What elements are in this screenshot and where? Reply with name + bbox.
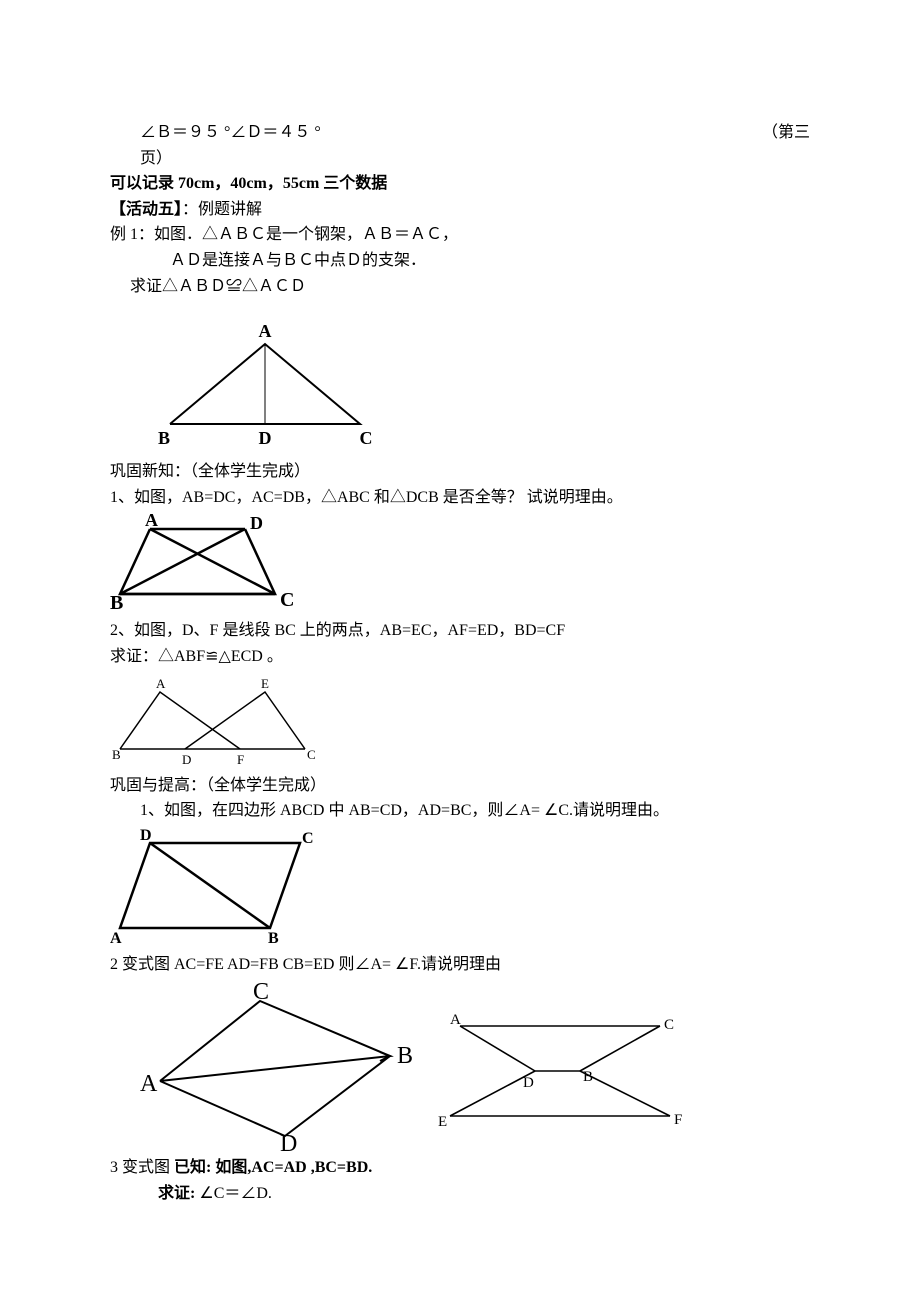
fig3-F: F	[237, 752, 244, 767]
consolidate-q1: 1、如图，AB=DC，AC=DB，△ABC 和△DCB 是否全等？ 试说明理由。	[110, 485, 810, 511]
angles-text: ∠Ｂ＝９５ °∠Ｄ＝４５ °	[110, 120, 321, 146]
fig3-D: D	[182, 752, 191, 767]
page-ref-right: （第三	[762, 120, 810, 146]
variant3-known-label: 已知:	[174, 1159, 215, 1176]
fig1-C: C	[360, 428, 373, 448]
fig5a-B: B	[397, 1043, 413, 1069]
q2-l1: 2、如图，D、F 是线段 BC 上的两点，AB=EC，AF=ED，BD=CF	[110, 618, 810, 644]
fig5a-D: D	[280, 1131, 297, 1151]
fig2-D: D	[250, 514, 263, 533]
fig5b-F: F	[674, 1112, 682, 1128]
variant3-known: 如图,AC=AD ,BC=BD.	[215, 1159, 372, 1176]
improve-title: 巩固与提高：（全体学生完成）	[110, 773, 810, 799]
activity5-line: 【活动五】：例题讲解	[110, 197, 810, 223]
figure-4: D C A B	[110, 828, 810, 948]
page-ref-cont: 页）	[110, 146, 810, 172]
q2-l2: 求证：△ABF≌△ECD 。	[110, 644, 810, 670]
fig5b-B: B	[583, 1069, 593, 1085]
consolidate-title: 巩固新知：（全体学生完成）	[110, 459, 810, 485]
fig2-A: A	[145, 514, 158, 530]
variant3-prove-label: 求证:	[158, 1185, 199, 1202]
improve-q1: 1、如图，在四边形 ABCD 中 AB=CD，AD=BC，则∠A= ∠C.请说明…	[110, 798, 810, 824]
fig1-D: D	[259, 428, 272, 448]
fig1-B: B	[158, 428, 170, 448]
figure-5: A C B D A C D B E F	[130, 981, 810, 1151]
fig3-A: A	[156, 676, 166, 691]
angle-line: ∠Ｂ＝９５ °∠Ｄ＝４５ ° （第三	[110, 120, 810, 146]
fig2-C: C	[280, 589, 294, 611]
fig3-E: E	[261, 676, 269, 691]
fig1-A: A	[259, 321, 272, 341]
fig3-C: C	[307, 747, 316, 762]
variant3-prove: ∠C＝∠D.	[199, 1185, 272, 1202]
figure-2: A D B C	[110, 514, 810, 614]
fig4-B: B	[268, 930, 279, 947]
fig5b-E: E	[438, 1114, 447, 1130]
fig4-C: C	[302, 830, 314, 847]
ex1-l3: 求证△ＡＢＤ≌△ＡＣＤ	[110, 274, 810, 300]
record-line: 可以记录 70cm，40cm，55cm 三个数据	[110, 171, 810, 197]
ex1-l2: ＡＤ是连接Ａ与ＢＣ中点Ｄ的支架．	[110, 248, 810, 274]
fig2-B: B	[110, 592, 123, 614]
activity5-title: ：例题讲解	[182, 201, 262, 218]
figure-3: A E B D F C	[110, 674, 810, 769]
fig5b-D: D	[523, 1075, 534, 1091]
fig5b-C: C	[664, 1017, 674, 1033]
figure-1: A B D C	[150, 319, 810, 449]
ex1-l1: 例 1：如图．△ＡＢＣ是一个钢架，ＡＢ＝ＡＣ，	[110, 222, 810, 248]
fig4-A: A	[110, 930, 122, 947]
activity5-label: 【活动五】	[110, 201, 182, 218]
variant3-line: 3 变式图 已知: 如图,AC=AD ,BC=BD.	[110, 1155, 810, 1181]
fig5b-A: A	[450, 1012, 461, 1028]
fig4-D: D	[140, 828, 152, 844]
fig5a-C: C	[253, 981, 269, 1005]
fig3-B: B	[112, 747, 121, 762]
variant3-prefix: 3 变式图	[110, 1159, 174, 1176]
variant3-prove-line: 求证: ∠C＝∠D.	[110, 1181, 810, 1207]
variant2-line: 2 变式图 AC=FE AD=FB CB=ED 则∠A= ∠F.请说明理由	[110, 952, 810, 978]
fig5a-A: A	[140, 1071, 158, 1097]
